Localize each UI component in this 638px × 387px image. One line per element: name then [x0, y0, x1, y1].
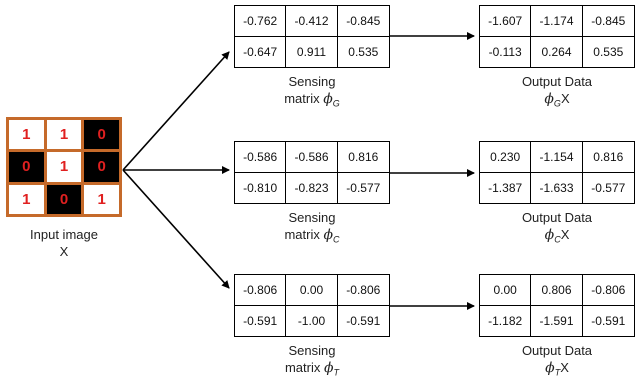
phi-subscript: C — [333, 234, 340, 245]
output-caption-line1: Output Data — [521, 210, 593, 225]
output-caption-line1: Output Data — [521, 343, 593, 358]
matrix-word: matrix — [284, 91, 320, 106]
input-image-caption: Input image X — [6, 226, 122, 260]
matrix-cell: 0.816 — [582, 142, 634, 173]
matrix-word: matrix — [284, 227, 320, 242]
sensing-caption-line1: Sensing — [288, 210, 336, 225]
matrix-cell: 0.230 — [480, 142, 532, 173]
matrix-cell: -0.577 — [346, 180, 381, 195]
matrix-cell: -1.387 — [480, 172, 532, 203]
arrow-input-to-sensing-t — [122, 169, 230, 289]
matrix-cell: -1.00 — [286, 305, 338, 336]
phi-subscript: T — [554, 367, 561, 378]
sensing-caption-line1: Sensing — [288, 343, 336, 358]
phi-symbol: ϕ — [544, 91, 554, 107]
matrix-cell: -1.174 — [531, 6, 583, 37]
matrix-cell: -1.607 — [480, 6, 532, 37]
output-caption-c: Output Data ϕCX — [479, 209, 635, 249]
sensing-matrix-g: -0.762 -0.412 -0.845 -0.647 0.911 0.535 — [234, 5, 390, 68]
output-caption-line2: ϕGX — [479, 90, 635, 113]
sensing-matrix-t: -0.806 0.00 -0.806 -0.591 -1.00 -0.591 — [234, 274, 390, 337]
matrix-cell: -1.182 — [480, 305, 532, 336]
input-image-grid: 1 1 0 0 1 0 1 0 1 — [6, 117, 122, 217]
matrix-cell: -0.412 — [286, 6, 338, 37]
matrix-cell: -0.823 — [286, 172, 338, 203]
output-matrix-t: 0.00 0.806 -0.806 -1.182 -1.591 -0.591 — [479, 274, 635, 337]
phi-symbol: ϕ — [323, 360, 334, 376]
sensing-caption-c: Sensing matrix ϕC — [234, 209, 390, 249]
input-pixel: 0 — [46, 184, 82, 214]
matrix-cell: -0.647 — [235, 36, 287, 67]
matrix-cell: -0.586 — [286, 142, 338, 173]
output-caption-line1: Output Data — [521, 74, 593, 89]
matrix-cell: -0.586 — [235, 142, 287, 173]
input-pixel: 1 — [9, 120, 44, 150]
phi-symbol: ϕ — [544, 227, 555, 243]
matrix-cell: -0.577 — [591, 180, 626, 195]
matrix-cell: -0.762 — [235, 6, 287, 37]
output-caption-line2: ϕCX — [479, 226, 635, 249]
sensing-caption-g: Sensing matrix ϕG — [234, 73, 390, 113]
matrix-cell: -0.113 — [480, 36, 532, 67]
input-pixel: 1 — [46, 152, 82, 182]
matrix-cell: 0.816 — [337, 142, 389, 173]
sensing-caption-t: Sensing matrix ϕT — [234, 342, 390, 382]
x-symbol: X — [560, 360, 569, 375]
matrix-cell: -1.154 — [531, 142, 583, 173]
phi-subscript: T — [333, 367, 340, 378]
phi-symbol: ϕ — [323, 227, 334, 243]
matrix-cell: -0.591 — [591, 313, 626, 328]
phi-symbol: ϕ — [545, 360, 555, 376]
input-caption-line2: X — [59, 244, 69, 259]
input-pixel: 0 — [84, 120, 119, 150]
sensing-caption-line2: matrix ϕT — [234, 359, 390, 382]
sensing-matrix-c: -0.586 -0.586 0.816 -0.810 -0.823 -0.577 — [234, 141, 390, 204]
x-symbol: X — [560, 91, 570, 106]
matrix-cell: -0.806 — [337, 275, 389, 306]
sensing-caption-line1: Sensing — [288, 74, 336, 89]
phi-subscript: G — [553, 98, 561, 109]
matrix-cell: -0.591 — [235, 305, 287, 336]
phi-subscript: C — [554, 234, 561, 245]
matrix-cell: -0.810 — [235, 172, 287, 203]
matrix-cell: -0.806 — [582, 275, 634, 306]
phi-subscript: G — [332, 98, 340, 109]
matrix-cell: -1.591 — [531, 305, 583, 336]
matrix-cell: 0.806 — [531, 275, 583, 306]
output-caption-t: Output Data ϕTX — [479, 342, 635, 382]
x-symbol: X — [560, 227, 570, 242]
matrix-cell: -0.806 — [235, 275, 287, 306]
matrix-cell: 0.535 — [348, 44, 379, 59]
output-matrix-c: 0.230 -1.154 0.816 -1.387 -1.633 -0.577 — [479, 141, 635, 204]
matrix-cell: 0.911 — [286, 36, 338, 67]
arrow-input-to-sensing-g — [122, 51, 230, 171]
output-matrix-g: -1.607 -1.174 -0.845 -0.113 0.264 0.535 — [479, 5, 635, 68]
phi-symbol: ϕ — [323, 91, 333, 107]
matrix-cell: -0.591 — [346, 313, 381, 328]
input-pixel: 0 — [9, 152, 44, 182]
matrix-cell: 0.535 — [593, 44, 624, 59]
input-pixel: 1 — [84, 184, 119, 214]
matrix-cell: -0.845 — [337, 6, 389, 37]
matrix-cell: 0.264 — [531, 36, 583, 67]
sensing-caption-line2: matrix ϕC — [234, 226, 390, 249]
sensing-caption-line2: matrix ϕG — [234, 90, 390, 113]
matrix-word: matrix — [284, 360, 321, 375]
input-pixel: 0 — [84, 152, 119, 182]
matrix-cell: 0.00 — [286, 275, 338, 306]
matrix-cell: -0.845 — [582, 6, 634, 37]
matrix-cell: 0.00 — [480, 275, 532, 306]
output-caption-line2: ϕTX — [479, 359, 635, 382]
input-pixel: 1 — [9, 184, 44, 214]
matrix-cell: -1.633 — [531, 172, 583, 203]
input-pixel: 1 — [46, 120, 82, 150]
input-caption-line1: Input image — [30, 227, 98, 242]
output-caption-g: Output Data ϕGX — [479, 73, 635, 113]
